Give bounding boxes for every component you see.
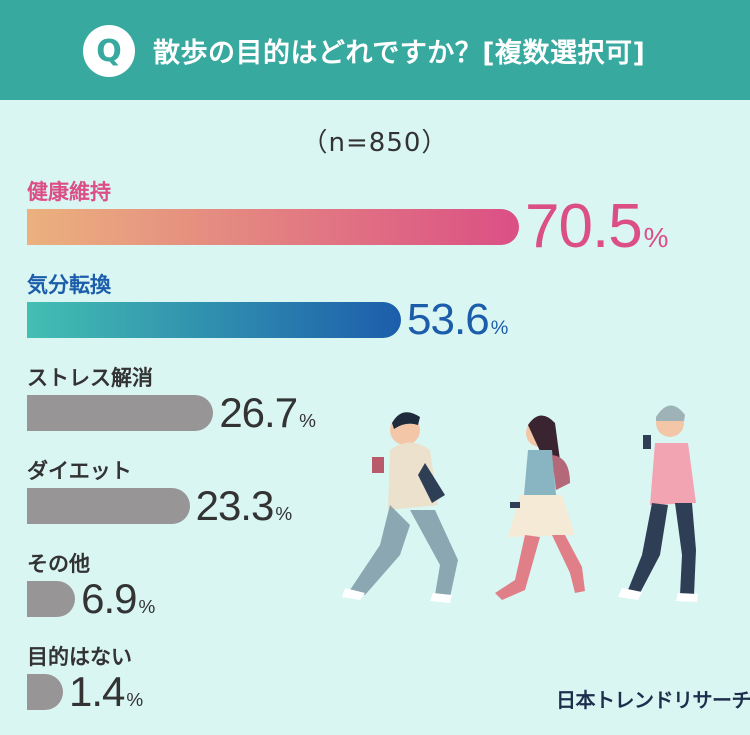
value-unit: % <box>643 222 669 253</box>
bar <box>27 209 519 245</box>
bar <box>27 488 190 524</box>
walker-with-phone-icon <box>495 415 585 600</box>
bar <box>27 674 63 710</box>
value-number: 6.9 <box>81 575 137 622</box>
category-label: その他 <box>27 552 90 576</box>
category-label: ダイエット <box>27 459 132 483</box>
value-unit: % <box>490 317 509 339</box>
value-unit: % <box>126 690 143 711</box>
question-badge: Q <box>83 25 135 77</box>
category-label: 目的はない <box>27 645 132 669</box>
category-label: 健康維持 <box>27 180 111 204</box>
header-banner: Q 散歩の目的はどれですか？[複数選択可] <box>0 0 750 100</box>
value-label: 26.7% <box>219 389 316 436</box>
bar <box>27 581 76 617</box>
brand-logo: 日本トレンドリサーチ <box>556 688 750 712</box>
value-number: 1.4 <box>69 668 125 715</box>
value-number: 53.6 <box>407 295 490 344</box>
value-number: 70.5 <box>525 192 643 261</box>
bar <box>27 395 214 431</box>
value-unit: % <box>299 411 316 432</box>
category-label: ストレス解消 <box>27 366 153 390</box>
walking-people-illustration <box>342 405 698 603</box>
category-label: 気分転換 <box>27 273 111 297</box>
value-number: 26.7 <box>219 389 298 436</box>
value-label: 1.4% <box>69 668 143 715</box>
value-number: 23.3 <box>195 482 275 529</box>
value-label: 70.5% <box>525 196 669 258</box>
bar <box>27 302 402 338</box>
walker-with-smartphone-icon <box>618 405 698 602</box>
value-unit: % <box>275 504 292 525</box>
walker-with-coffee-icon <box>342 412 458 603</box>
value-label: 6.9% <box>81 575 156 622</box>
value-unit: % <box>138 597 156 618</box>
question-title: 散歩の目的はどれですか？[複数選択可] <box>153 38 646 69</box>
value-label: 53.6% <box>407 295 509 344</box>
value-label: 23.3% <box>195 482 293 529</box>
sample-size-note: （n=850） <box>301 128 449 158</box>
